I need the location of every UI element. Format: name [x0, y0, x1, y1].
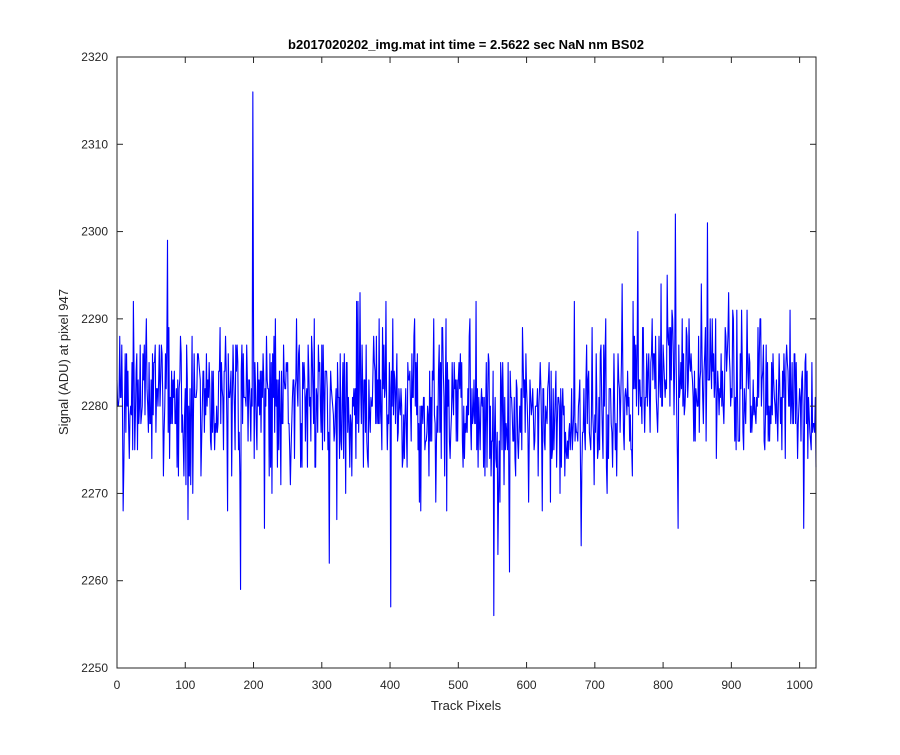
series-line: [116, 91, 817, 617]
y-tick-label: 2300: [81, 225, 108, 239]
y-axis: 2250 2260 2270 2280 2290 2300 2310 2320: [81, 50, 816, 675]
series-layer: [116, 91, 817, 617]
y-tick-label: 2260: [81, 574, 108, 588]
x-tick-label: 100: [175, 678, 195, 692]
y-tick-label: 2250: [81, 661, 108, 675]
x-axis-label: Track Pixels: [431, 698, 502, 713]
y-tick-label: 2320: [81, 50, 108, 64]
x-tick-label: 200: [244, 678, 264, 692]
y-tick-label: 2280: [81, 399, 108, 413]
x-tick-label: 800: [653, 678, 673, 692]
x-tick-label: 600: [517, 678, 537, 692]
x-tick-label: 400: [380, 678, 400, 692]
chart-title: b2017020202_img.mat int time = 2.5622 se…: [288, 37, 644, 52]
x-tick-label: 500: [448, 678, 468, 692]
x-tick-label: 300: [312, 678, 332, 692]
x-tick-label: 1000: [786, 678, 813, 692]
x-tick-label: 900: [721, 678, 741, 692]
axes-box: [116, 56, 817, 669]
y-tick-label: 2290: [81, 312, 108, 326]
x-tick-label: 700: [585, 678, 605, 692]
y-tick-label: 2310: [81, 137, 108, 151]
y-tick-label: 2270: [81, 486, 108, 500]
y-axis-label: Signal (ADU) at pixel 947: [56, 289, 71, 435]
x-tick-label: 0: [114, 678, 121, 692]
x-axis: 0 100 200 300 400 500 600 700 800 900 1000: [114, 57, 813, 692]
